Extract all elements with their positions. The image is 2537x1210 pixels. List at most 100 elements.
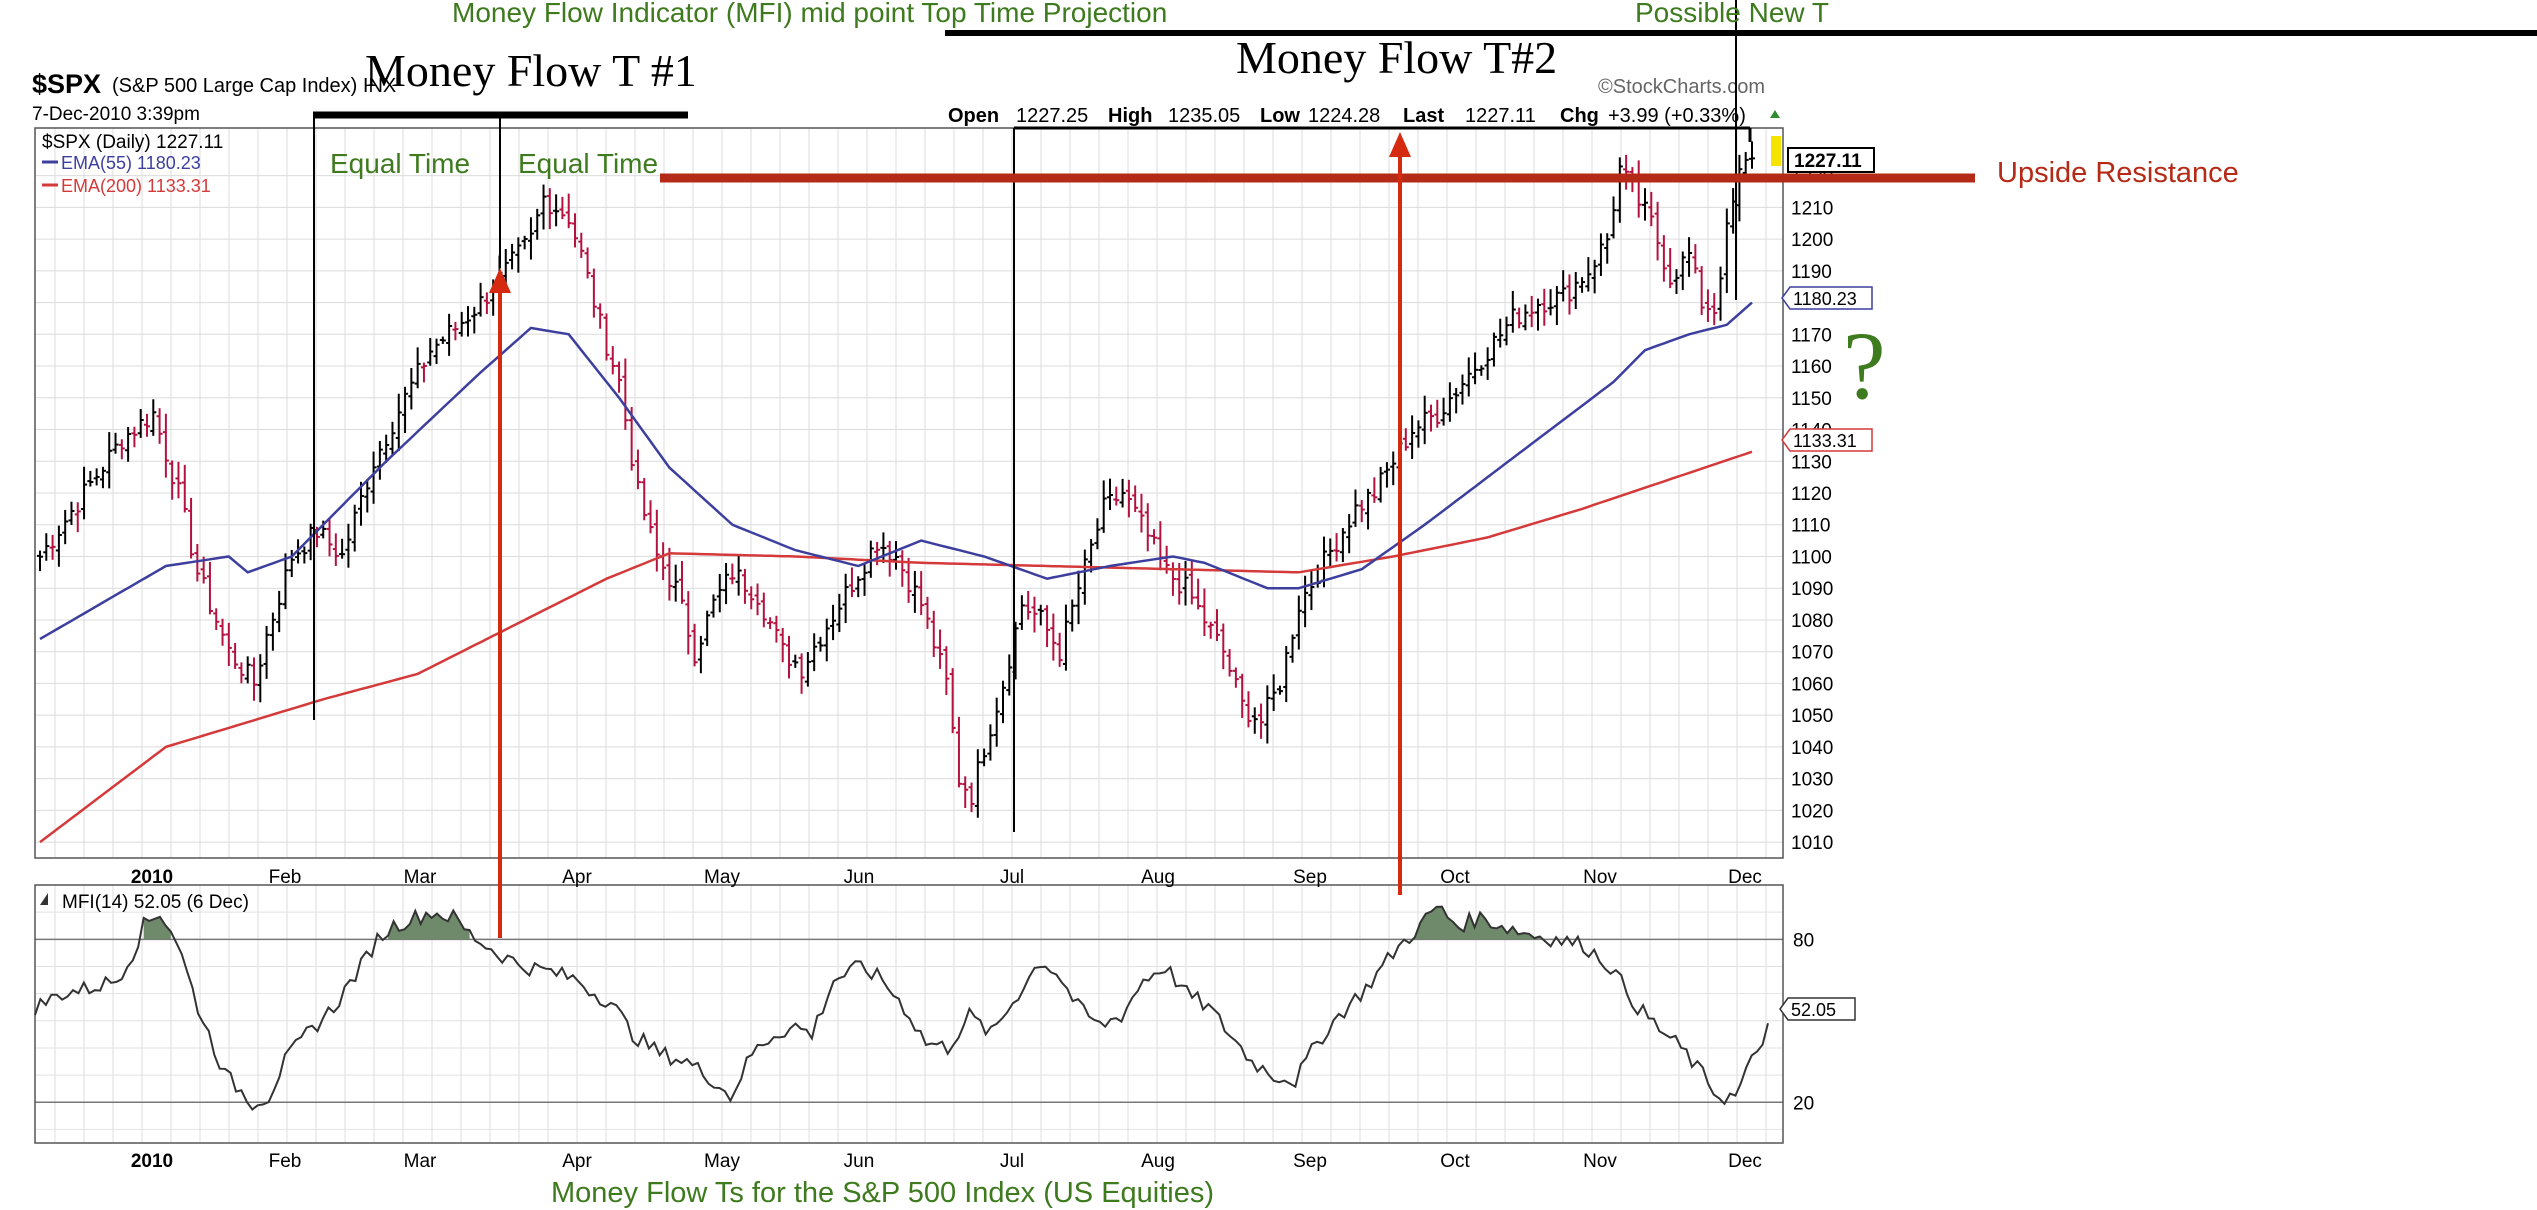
- price-bar: [1031, 596, 1038, 633]
- price-bar: [276, 590, 283, 633]
- price-bar: [1484, 347, 1491, 380]
- price-bar: [125, 426, 132, 462]
- price-bar: [194, 544, 201, 582]
- price-bar: [848, 567, 855, 598]
- svg-text:1180.23: 1180.23: [1793, 289, 1857, 309]
- price-bar: [1239, 673, 1246, 718]
- price-bar: [987, 724, 994, 761]
- price-bar: [1383, 462, 1390, 488]
- price-bar: [578, 232, 585, 258]
- price-bar: [156, 408, 163, 444]
- price-bar: [509, 243, 516, 270]
- month-label: Sep: [1293, 1151, 1327, 1172]
- price-bar: [106, 432, 113, 489]
- question-mark: ?: [1843, 312, 1886, 419]
- price-bar: [251, 657, 257, 701]
- price-bar: [779, 628, 786, 663]
- price-bar: [137, 409, 144, 438]
- price-bar: [1333, 533, 1340, 562]
- price-bar: [1604, 233, 1611, 264]
- price-bar: [408, 367, 415, 410]
- price-bar: [433, 338, 440, 364]
- price-bar: [672, 564, 679, 602]
- price-bar: [244, 656, 251, 684]
- price-bar: [282, 553, 289, 610]
- price-bar: [181, 464, 188, 513]
- price-bar: [590, 268, 597, 318]
- price-bar: [1478, 365, 1485, 376]
- price-bar: [1616, 157, 1623, 223]
- last-value: 1227.11: [1465, 105, 1536, 127]
- price-bar: [263, 625, 270, 679]
- price-bar: [1371, 477, 1378, 503]
- price-bar: [257, 654, 264, 703]
- price-bar: [1000, 680, 1006, 724]
- price-bar: [804, 652, 811, 687]
- price-bar: [1704, 289, 1711, 322]
- price-bar: [792, 654, 799, 668]
- price-bar: [546, 188, 553, 230]
- price-bar: [55, 525, 62, 567]
- price-bar: [1157, 521, 1164, 571]
- price-bar: [855, 576, 862, 598]
- price-bar: [1692, 244, 1699, 274]
- month-label: Apr: [562, 867, 592, 888]
- price-bar: [584, 247, 591, 279]
- price-bar: [288, 549, 295, 578]
- price-bar: [653, 509, 660, 572]
- price-bar: [1044, 605, 1051, 648]
- y-tick-label: 1200: [1791, 230, 1833, 251]
- symbol-label: $SPX: [32, 69, 101, 99]
- price-bar: [1648, 191, 1655, 227]
- price-bar: [1742, 151, 1749, 178]
- price-bar: [1094, 518, 1101, 550]
- price-bar: [1560, 270, 1567, 302]
- price-bar: [131, 426, 138, 448]
- month-label: Oct: [1440, 867, 1470, 888]
- mfi-projection-annotation: Money Flow Indicator (MFI) mid point Top…: [452, 0, 1167, 28]
- price-bar: [962, 776, 969, 808]
- mfi-tick-label: 20: [1793, 1093, 1814, 1114]
- price-bar: [1453, 387, 1460, 414]
- price-bar: [1421, 395, 1428, 445]
- price-bar: [521, 235, 528, 250]
- price-bar: [1025, 590, 1032, 620]
- price-bar: [1409, 415, 1416, 459]
- month-label: Jul: [1000, 867, 1024, 888]
- price-bar: [1201, 588, 1208, 636]
- month-label: 2010: [131, 867, 173, 888]
- price-bar: [1182, 561, 1189, 606]
- y-tick-label: 1060: [1791, 674, 1833, 695]
- price-bar: [773, 615, 780, 643]
- price-bar: [1446, 382, 1453, 422]
- month-label: Jul: [1000, 1151, 1024, 1172]
- price-bar: [1050, 613, 1057, 661]
- stockcharts-label: ©StockCharts.com: [1598, 76, 1765, 98]
- price-bar: [1440, 397, 1447, 426]
- price-bar: [1037, 604, 1044, 626]
- price-bar: [836, 593, 843, 633]
- month-label: Feb: [269, 1151, 302, 1172]
- price-bar: [1144, 503, 1151, 552]
- open-label: Open: [948, 105, 999, 127]
- high-value: 1235.05: [1168, 105, 1240, 127]
- price-bar: [1220, 623, 1227, 670]
- price-bar: [1509, 290, 1516, 333]
- price-bar: [949, 668, 956, 734]
- ema55-line: [39, 301, 1753, 641]
- month-label: Sep: [1293, 867, 1327, 888]
- price-bar: [924, 596, 931, 629]
- price-bar: [402, 386, 409, 434]
- price-bar: [609, 346, 616, 375]
- price-bar: [1660, 235, 1667, 282]
- y-tick-label: 1150: [1791, 389, 1832, 410]
- price-bar: [1069, 599, 1076, 632]
- price-bar: [1075, 570, 1082, 625]
- price-bar: [1679, 251, 1686, 291]
- high-label: High: [1108, 105, 1152, 127]
- chg-label: Chg: [1560, 105, 1599, 127]
- mfi-line: [34, 905, 1769, 1111]
- mfi-badge: 52.05: [1779, 997, 1856, 1021]
- price-bar: [395, 393, 402, 452]
- price-bar: [307, 523, 314, 561]
